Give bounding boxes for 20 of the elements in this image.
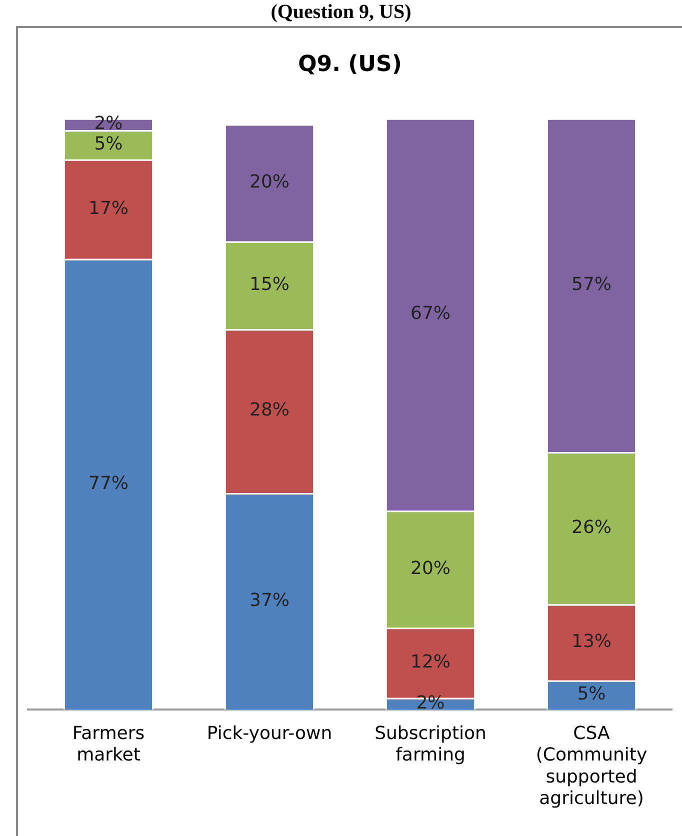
- data-label: 77%: [88, 472, 129, 494]
- data-label: 17%: [88, 198, 129, 219]
- data-label: 15%: [249, 274, 290, 295]
- x-tick-label: Subscription farming: [374, 723, 486, 766]
- data-label: 67%: [410, 303, 451, 324]
- data-label: 5%: [577, 684, 606, 705]
- data-label: 28%: [249, 400, 290, 421]
- data-label: 37%: [249, 590, 290, 611]
- x-tick-label: Farmers market: [72, 723, 145, 766]
- x-tick-label: CSA (Community supported agriculture): [536, 723, 648, 809]
- data-label: 57%: [571, 274, 612, 295]
- data-label: 12%: [410, 651, 451, 672]
- data-label: 5%: [94, 133, 123, 154]
- text: (Question 9, US): [270, 0, 412, 24]
- x-tick-label: Pick-your-own: [206, 723, 332, 744]
- chart-title: Q9. (US): [298, 52, 402, 77]
- data-label: 20%: [249, 171, 290, 192]
- data-label: 26%: [571, 516, 612, 538]
- data-label: 20%: [410, 558, 451, 579]
- data-label: 13%: [571, 630, 612, 652]
